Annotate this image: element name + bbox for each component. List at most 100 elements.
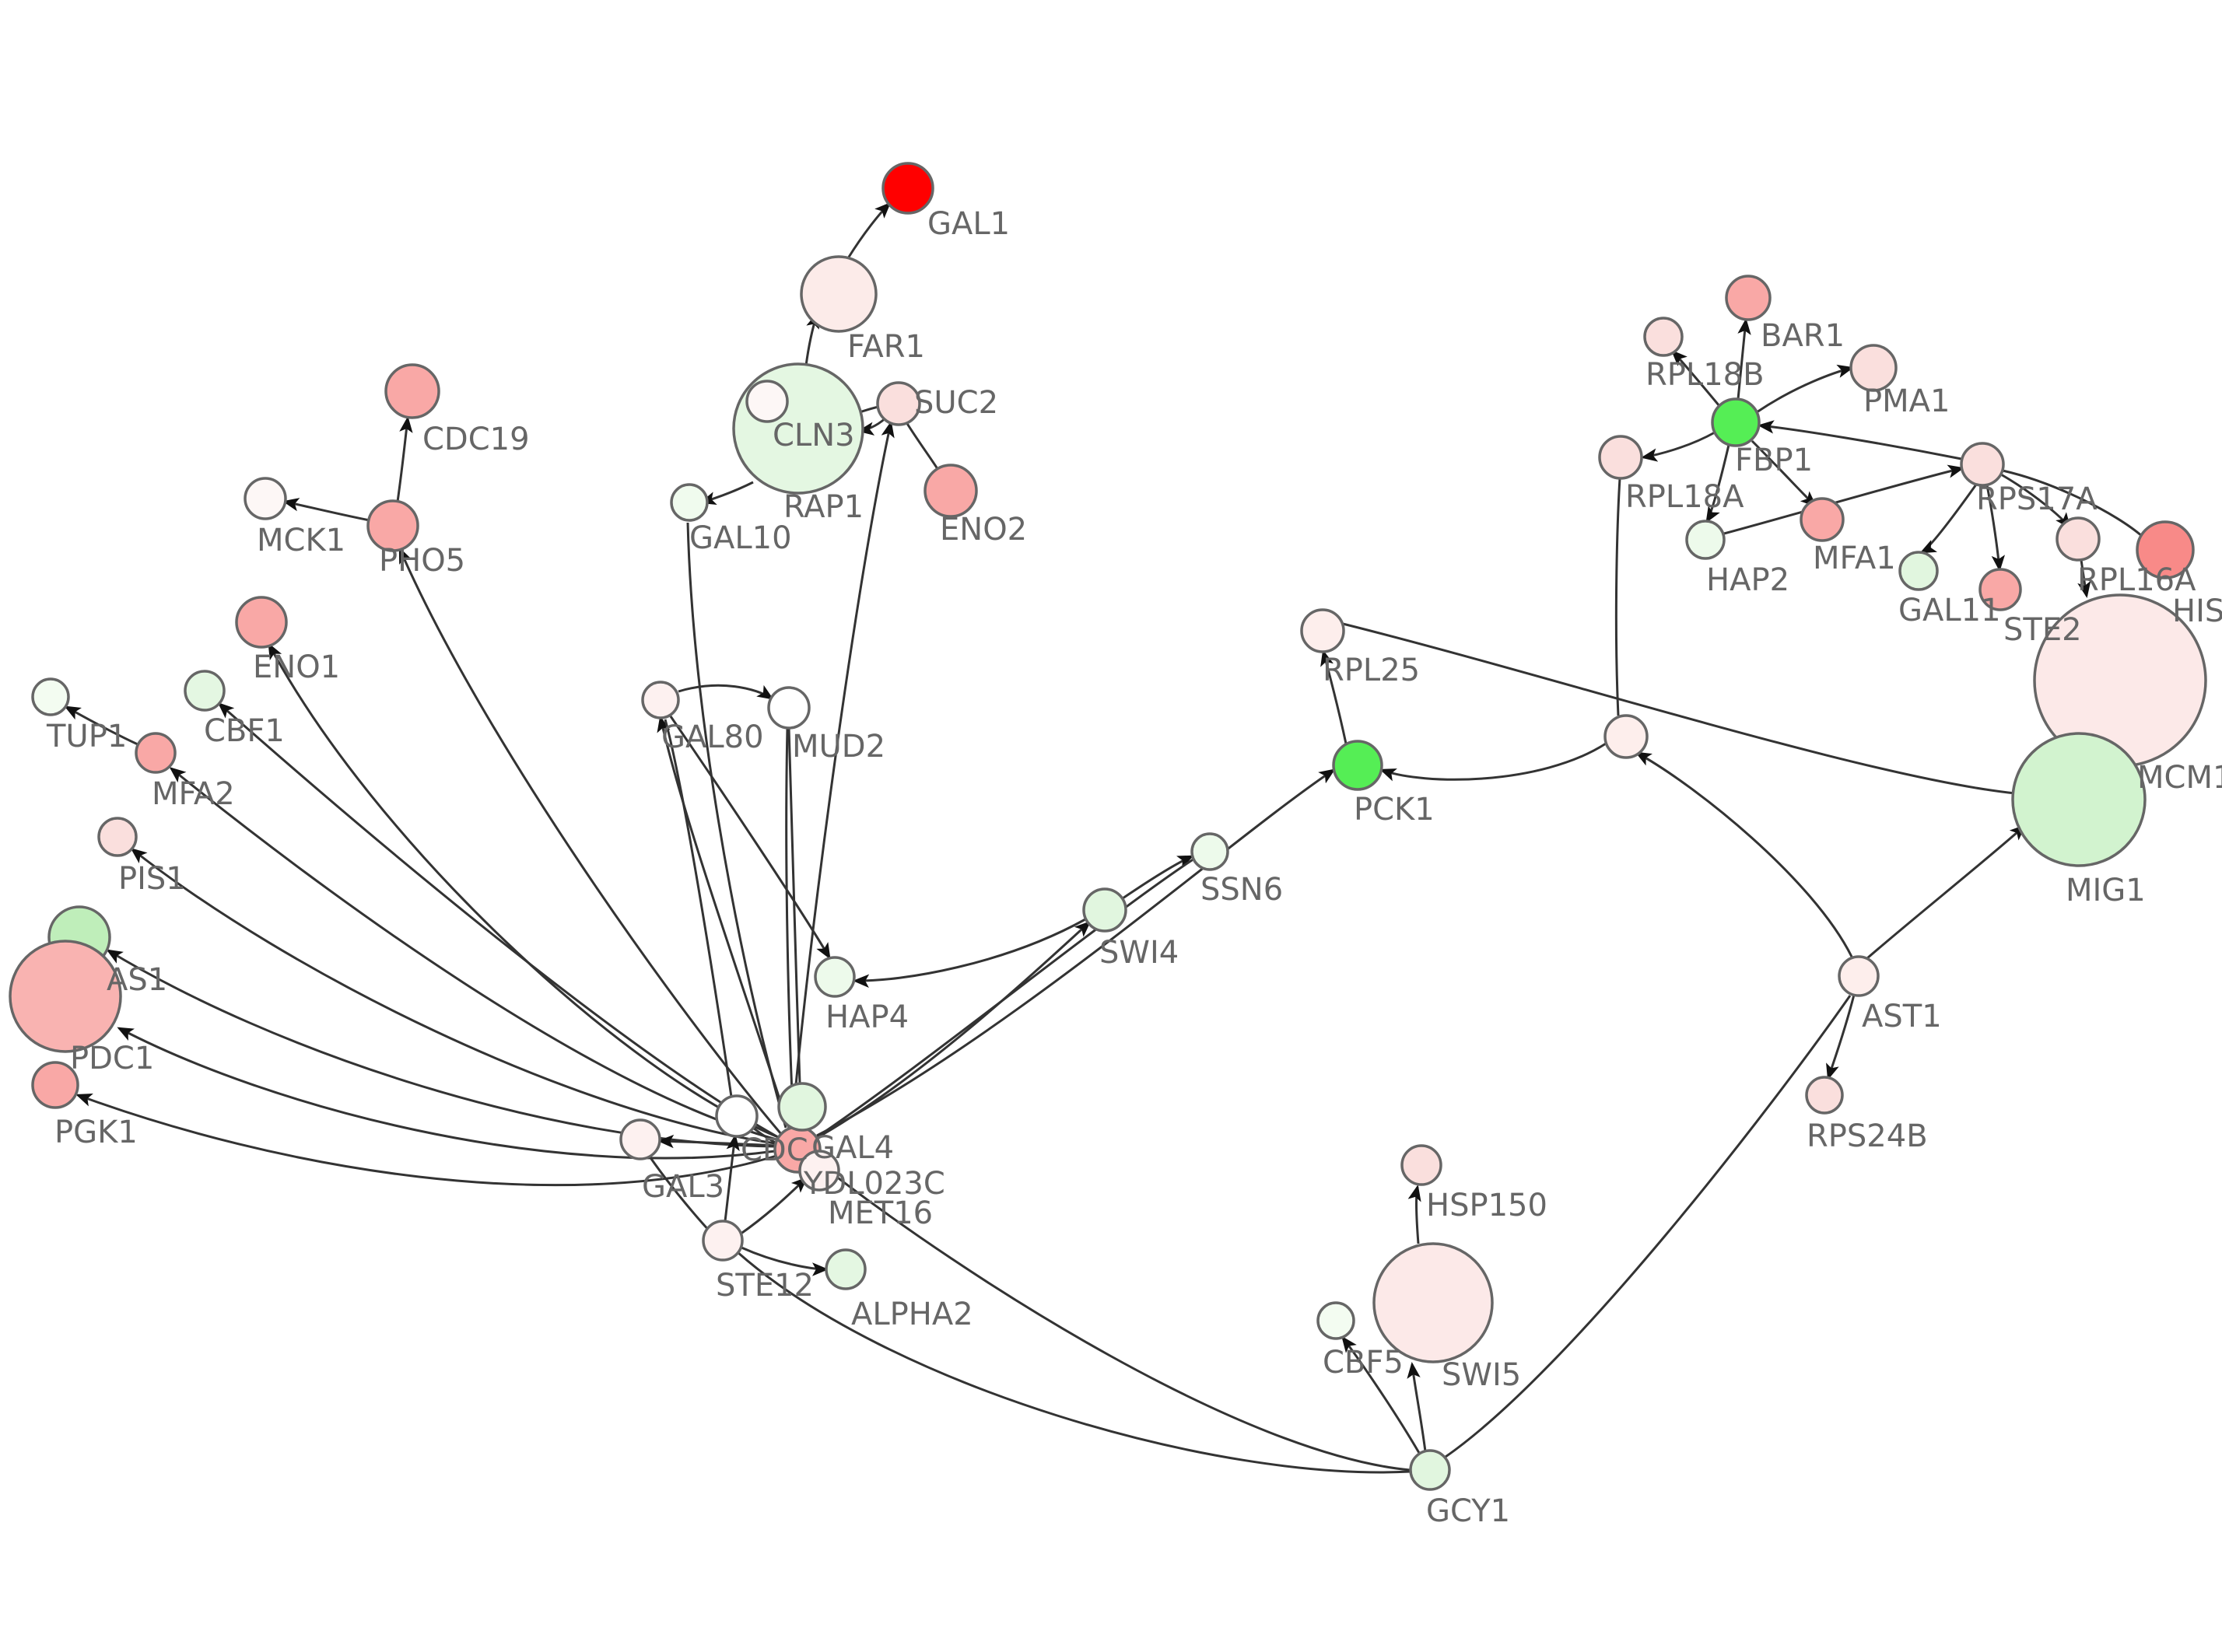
- node-ydl023c[interactable]: [798, 1150, 840, 1192]
- node-mfa2[interactable]: [135, 732, 177, 774]
- node-pho5[interactable]: [366, 499, 419, 552]
- edge-gcy1-to-cbf5: [1341, 1335, 1421, 1454]
- node-label-gal11: GAL11: [1898, 593, 2001, 628]
- edge-pho5-to-mck1: [282, 498, 370, 522]
- edge-gal4-to-ssn6: [816, 857, 1195, 1139]
- node-ast1[interactable]: [1838, 955, 1880, 997]
- node-pma1[interactable]: [1849, 344, 1898, 392]
- node-rpl25[interactable]: [1300, 608, 1345, 653]
- edge-ast1-to-mig1: [1866, 824, 2027, 960]
- node-label-met16: MET16: [828, 1195, 933, 1231]
- edge-ast1-to-rps24b: [1826, 994, 1856, 1080]
- edge-rpl16a-to-mcm1: [2077, 559, 2091, 598]
- node-gal10[interactable]: [670, 483, 709, 522]
- node-pdc1[interactable]: [9, 940, 122, 1053]
- edge-fbp1-to-bar1: [1737, 318, 1751, 400]
- node-ssn6[interactable]: [1190, 832, 1229, 871]
- node-alpha2[interactable]: [825, 1248, 867, 1290]
- edge-fbp1-to-pma1: [1756, 364, 1854, 414]
- node-hsp150[interactable]: [1400, 1144, 1442, 1186]
- edge-gal4-to-pck1: [816, 768, 1336, 1137]
- node-label-rpl18a: RPL18A: [1625, 479, 1744, 515]
- node-swi4[interactable]: [1082, 887, 1127, 933]
- edge-gal4-to-gal3: [657, 1134, 776, 1149]
- node-label-mig1: MIG1: [2066, 873, 2146, 908]
- node-mig1[interactable]: [2011, 732, 2147, 867]
- edge-ste12-to-cdc: [724, 1134, 740, 1222]
- node-cdc19[interactable]: [384, 363, 440, 419]
- node-label-gal3: GAL3: [642, 1169, 724, 1205]
- node-rpl18a[interactable]: [1598, 435, 1643, 480]
- node-pgk1[interactable]: [31, 1061, 79, 1109]
- node-label-his4: HIS4: [2172, 593, 2222, 629]
- node-rps24b[interactable]: [1805, 1076, 1844, 1115]
- node-pis1[interactable]: [97, 817, 138, 857]
- node-rap1[interactable]: [745, 380, 789, 423]
- edge-ste12-to-alpha2: [741, 1246, 829, 1276]
- node-his4[interactable]: [2136, 520, 2195, 579]
- node-label-ydl023c: YDL023C: [803, 1166, 945, 1202]
- edge-midnode-to-rpl18a: [1614, 478, 1621, 716]
- node-label-gcy1: GCY1: [1426, 1493, 1510, 1529]
- node-cdc[interactable]: [715, 1094, 759, 1138]
- edge-ast1-to-midnode: [1635, 751, 1853, 957]
- node-hub_g[interactable]: [777, 1082, 827, 1132]
- edge-gal4-to-gal10: [686, 522, 787, 1129]
- node-label-rps17a: RPS17A: [1976, 481, 2098, 517]
- edge-gal4-to-gal80: [657, 716, 790, 1129]
- node-label-bar1: BAR1: [1761, 318, 1845, 354]
- edge-cdc-to-gal80: [664, 719, 733, 1097]
- node-ste12[interactable]: [702, 1220, 744, 1262]
- node-gal1[interactable]: [881, 162, 934, 215]
- node-label-pck1: PCK1: [1354, 792, 1435, 828]
- node-mfa1[interactable]: [1800, 497, 1845, 542]
- node-pck1[interactable]: [1332, 740, 1383, 791]
- node-tup1[interactable]: [31, 677, 70, 716]
- node-label-eno2: ENO2: [940, 512, 1027, 548]
- edge-gal80-to-mud2: [678, 684, 774, 700]
- edge-gal4-to-suc2: [790, 421, 895, 1127]
- node-label-rpl18b: RPL18B: [1645, 357, 1765, 393]
- node-label-mud2: MUD2: [792, 729, 885, 765]
- node-gcy1[interactable]: [1409, 1449, 1451, 1491]
- node-hap2[interactable]: [1685, 520, 1726, 560]
- node-gal3[interactable]: [619, 1118, 661, 1160]
- node-mck1[interactable]: [244, 477, 287, 520]
- node-label-pma1: PMA1: [1863, 383, 1950, 419]
- node-fbp1[interactable]: [1711, 397, 1761, 447]
- node-label-mck1: MCK1: [257, 523, 345, 558]
- node-label-gal80: GAL80: [661, 719, 764, 755]
- edge-ste12-to-gcy1: [737, 1251, 1411, 1474]
- node-swi5[interactable]: [1372, 1242, 1494, 1363]
- node-label-mfa2: MFA2: [152, 776, 235, 812]
- node-far1[interactable]: [800, 255, 878, 333]
- edge-midnode-to-pck1: [1379, 742, 1607, 782]
- node-cbf1[interactable]: [184, 670, 226, 712]
- edge-rpl25-to-mig1: [1336, 621, 2016, 795]
- node-mud2[interactable]: [767, 686, 811, 730]
- edge-far1-to-gal1: [846, 201, 892, 259]
- node-rpl18b[interactable]: [1643, 317, 1684, 357]
- edge-gal4-to-cbf1: [217, 702, 779, 1139]
- node-label-fbp1: FBP1: [1735, 443, 1813, 478]
- node-eno1[interactable]: [235, 596, 288, 649]
- node-label-rps24b: RPS24B: [1807, 1118, 1928, 1154]
- node-label-cln3: CLN3: [773, 418, 855, 453]
- node-label-cbf5: CBF5: [1323, 1345, 1404, 1381]
- node-hap4[interactable]: [814, 956, 856, 998]
- node-midnode[interactable]: [1603, 714, 1649, 759]
- node-ste2[interactable]: [1978, 568, 2022, 611]
- node-label-cdc: CDC: [741, 1132, 808, 1168]
- node-rps17a[interactable]: [1960, 442, 2005, 487]
- node-label-cdc19: CDC19: [422, 422, 530, 457]
- node-eno2[interactable]: [923, 464, 978, 518]
- node-rpl16a[interactable]: [2056, 516, 2101, 562]
- node-gal80[interactable]: [641, 681, 680, 719]
- node-suc2[interactable]: [876, 381, 921, 426]
- node-bar1[interactable]: [1725, 275, 1772, 321]
- node-gal11[interactable]: [1898, 551, 1939, 591]
- node-cbf5[interactable]: [1316, 1301, 1355, 1340]
- edge-rps17a-to-ste2: [1985, 485, 2006, 572]
- edge-fbp1-to-rpl18b: [1670, 349, 1721, 407]
